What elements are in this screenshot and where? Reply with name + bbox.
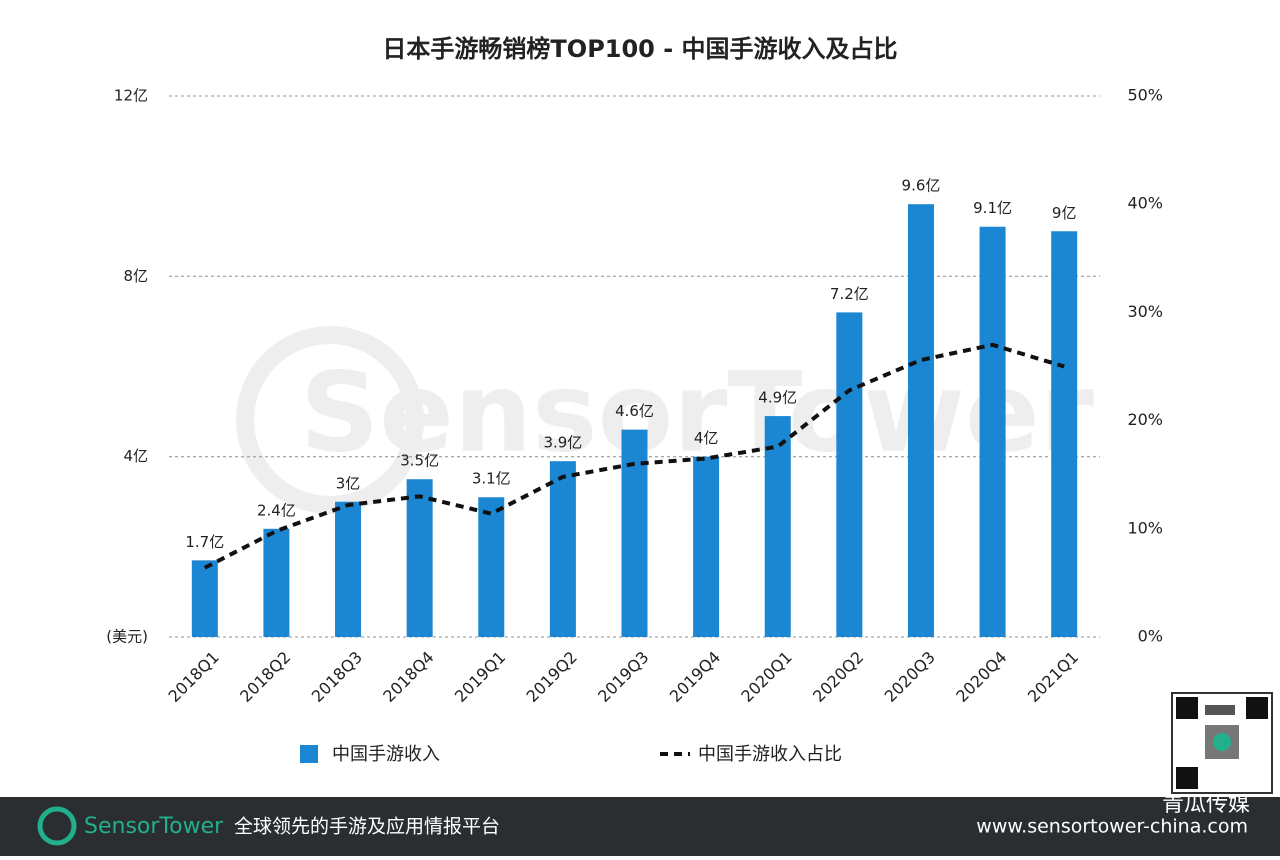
- data-label: 4.6亿: [615, 402, 654, 420]
- bar: [621, 429, 648, 637]
- x-tick-label: 2020Q1: [737, 648, 795, 706]
- x-tick-label: 2018Q4: [379, 648, 437, 706]
- y2-tick-label: 0%: [1138, 627, 1163, 646]
- watermark: SensorTower: [300, 348, 1094, 476]
- footer-brand: SensorTower: [84, 814, 224, 839]
- legend-swatch: [300, 745, 318, 763]
- y2-tick-label: 20%: [1127, 410, 1163, 429]
- legend-label: 中国手游收入占比: [698, 744, 842, 765]
- data-label: 7.2亿: [830, 285, 869, 303]
- overlay-text: 青瓜传媒: [1162, 792, 1250, 817]
- qr-code: [1171, 692, 1273, 794]
- data-label: 1.7亿: [185, 533, 224, 551]
- data-label: 4亿: [694, 429, 719, 447]
- data-label: 9.1亿: [973, 199, 1012, 217]
- x-tick-label: 2020Q3: [881, 648, 939, 706]
- y2-tick-label: 40%: [1127, 194, 1163, 213]
- data-label: 3.1亿: [472, 470, 511, 488]
- x-tick-label: 2020Q2: [809, 648, 867, 706]
- x-tick-label: 2019Q3: [594, 648, 652, 706]
- data-label: 4.9亿: [758, 389, 797, 407]
- x-tick-label: 2019Q2: [523, 648, 581, 706]
- bar: [406, 479, 433, 637]
- y-tick-label: 4亿: [123, 447, 148, 465]
- y-tick-label: 12亿: [114, 87, 148, 105]
- x-tick-label: 2018Q3: [308, 648, 366, 706]
- data-label: 9.6亿: [902, 177, 941, 195]
- y-tick-label: (美元): [106, 628, 148, 646]
- bar: [764, 416, 791, 637]
- bar: [549, 461, 576, 637]
- legend-label: 中国手游收入: [332, 744, 440, 765]
- footer-tagline: 全球领先的手游及应用情报平台: [234, 816, 500, 838]
- x-tick-label: 2021Q1: [1024, 648, 1082, 706]
- bar: [693, 456, 720, 637]
- x-tick-label: 2019Q4: [666, 648, 724, 706]
- footer-url: www.sensortower-china.com: [976, 816, 1248, 838]
- y2-tick-label: 10%: [1127, 518, 1163, 537]
- bar: [335, 501, 362, 637]
- bar: [907, 204, 934, 637]
- bar: [979, 226, 1006, 637]
- data-label: 3.9亿: [543, 434, 582, 452]
- footer-logo: [37, 806, 77, 846]
- x-tick-label: 2018Q2: [236, 648, 294, 706]
- bar: [836, 312, 863, 637]
- data-label: 3亿: [336, 474, 361, 492]
- bar: [478, 497, 505, 637]
- x-tick-label: 2020Q4: [952, 648, 1010, 706]
- bar: [1051, 231, 1078, 637]
- bar: [263, 528, 290, 637]
- y2-tick-label: 50%: [1127, 86, 1163, 105]
- footer-bar: [0, 797, 1280, 856]
- data-label: 2.4亿: [257, 501, 296, 519]
- y2-tick-label: 30%: [1127, 302, 1163, 321]
- y-tick-label: 8亿: [123, 267, 148, 285]
- bar: [191, 560, 218, 637]
- line: [203, 342, 1065, 570]
- data-label: 9亿: [1052, 204, 1077, 222]
- watermark-logo: [236, 326, 424, 514]
- x-tick-label: 2019Q1: [451, 648, 509, 706]
- data-label: 3.5亿: [400, 452, 439, 470]
- x-tick-label: 2018Q1: [164, 648, 222, 706]
- chart-title: 日本手游畅销榜TOP100 - 中国手游收入及占比: [382, 35, 897, 63]
